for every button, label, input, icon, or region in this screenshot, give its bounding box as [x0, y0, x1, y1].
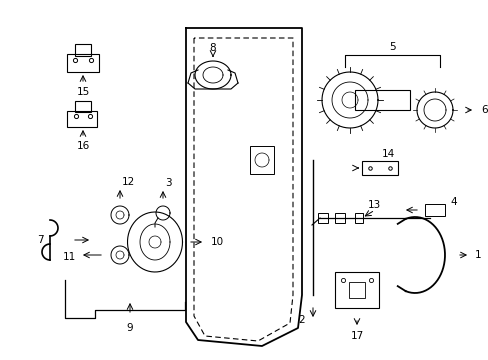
Text: 17: 17 — [350, 331, 363, 341]
Text: 8: 8 — [209, 43, 216, 53]
Bar — [75, 101, 91, 112]
Bar — [354, 213, 362, 223]
Text: 7: 7 — [37, 235, 44, 245]
Text: 10: 10 — [210, 237, 224, 247]
Bar — [334, 272, 378, 308]
Bar — [67, 54, 99, 72]
Bar — [249, 146, 273, 174]
Text: 9: 9 — [126, 323, 133, 333]
Text: 11: 11 — [62, 252, 76, 262]
Bar — [75, 44, 91, 56]
Text: 14: 14 — [381, 149, 394, 159]
Text: 6: 6 — [480, 105, 487, 115]
Text: 12: 12 — [122, 177, 135, 187]
Bar — [348, 282, 364, 298]
Text: 3: 3 — [164, 178, 171, 188]
Text: 5: 5 — [388, 42, 395, 52]
Bar — [317, 213, 327, 223]
Text: 1: 1 — [474, 250, 481, 260]
Text: 4: 4 — [449, 197, 456, 207]
Bar — [361, 161, 397, 175]
Text: 2: 2 — [298, 315, 305, 325]
Text: 16: 16 — [76, 141, 89, 151]
Bar — [67, 111, 97, 127]
Text: 15: 15 — [76, 87, 89, 97]
Bar — [334, 213, 345, 223]
Text: 13: 13 — [367, 200, 381, 210]
Bar — [424, 204, 444, 216]
Bar — [354, 90, 409, 110]
